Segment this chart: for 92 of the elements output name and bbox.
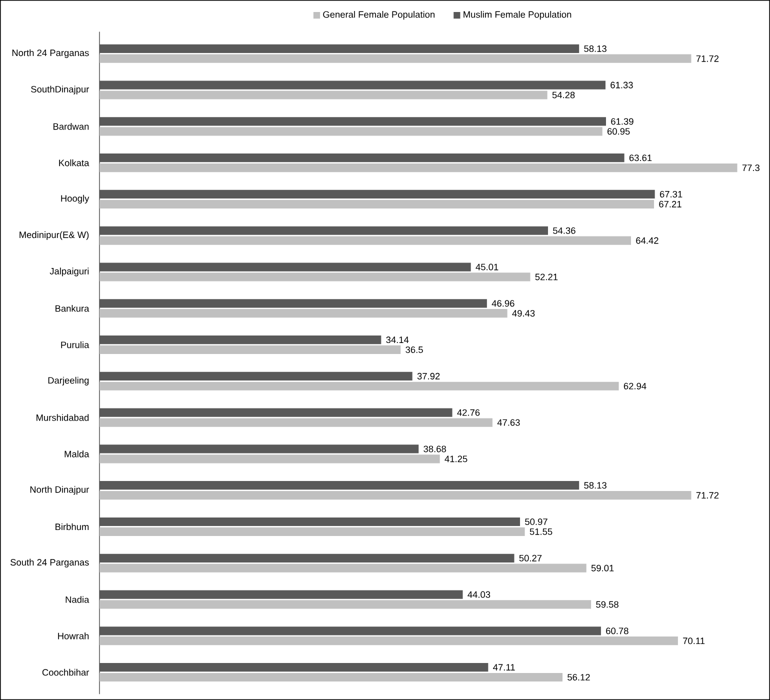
bar xyxy=(99,90,548,100)
bar xyxy=(99,372,412,380)
data-label: 41.25 xyxy=(444,456,468,462)
y-tick-label: Howrah xyxy=(58,632,89,640)
data-label: 61.39 xyxy=(611,118,634,125)
bar xyxy=(99,590,463,599)
data-label: 47.11 xyxy=(493,664,515,670)
bar xyxy=(99,236,631,245)
data-label: 45.01 xyxy=(476,264,498,270)
bar xyxy=(99,190,655,199)
data-label: 71.72 xyxy=(696,55,719,62)
data-label: 58.13 xyxy=(584,482,606,489)
y-tick-label: Birbhum xyxy=(56,523,89,530)
data-label: 60.78 xyxy=(606,628,628,634)
bar xyxy=(99,200,654,208)
bar xyxy=(99,636,678,646)
bar xyxy=(99,163,738,172)
data-label: 61.33 xyxy=(610,82,633,88)
y-tick-label: Malda xyxy=(64,450,90,458)
y-tick-label: Bankura xyxy=(56,304,90,312)
y-tick-label: North 24 Parganas xyxy=(12,49,89,58)
data-label: 54.36 xyxy=(553,227,576,234)
bar xyxy=(99,626,601,636)
bar xyxy=(99,54,692,63)
bar xyxy=(99,345,401,354)
bar xyxy=(99,262,471,272)
y-tick-label: Murshidabad xyxy=(36,414,89,421)
data-label: 36.5 xyxy=(406,346,423,353)
legend-label: General Female Population xyxy=(323,10,435,20)
data-label: 56.12 xyxy=(568,674,590,680)
bar xyxy=(99,335,382,344)
bar xyxy=(99,662,488,672)
data-label: 63.61 xyxy=(629,154,652,162)
y-tick-label: Kolkata xyxy=(59,159,90,166)
data-label: 49.43 xyxy=(512,310,535,317)
legend-label: Muslim Female Population xyxy=(464,10,572,20)
data-label: 60.95 xyxy=(608,128,630,135)
data-label: 64.42 xyxy=(636,237,658,244)
y-tick-label: Coochbihar xyxy=(42,668,90,676)
data-label: 54.28 xyxy=(552,92,575,98)
data-label: 47.63 xyxy=(497,419,520,426)
bar xyxy=(99,299,487,308)
data-label: 67.31 xyxy=(660,190,682,198)
bar xyxy=(99,309,508,318)
data-label: 51.55 xyxy=(530,528,552,535)
bar xyxy=(99,418,492,427)
bar xyxy=(99,517,520,526)
data-label: 50.97 xyxy=(525,518,548,525)
data-label: 62.94 xyxy=(624,382,646,390)
y-tick-label: Nadia xyxy=(66,596,90,603)
y-tick-label: Hoogly xyxy=(61,194,90,204)
data-label: 52.21 xyxy=(535,274,558,280)
bar xyxy=(99,154,624,162)
bar xyxy=(99,564,586,572)
bar xyxy=(99,80,606,90)
data-label: 70.11 xyxy=(683,638,705,644)
y-tick-label: Jalpaiguri xyxy=(50,268,89,276)
bar xyxy=(99,272,530,282)
y-tick-label: Purulia xyxy=(61,341,90,348)
y-tick-label: SouthDinajpur xyxy=(31,86,90,94)
bar xyxy=(99,554,514,562)
y-tick-label: Darjeeling xyxy=(48,376,89,386)
y-tick-label: South 24 Parganas xyxy=(10,558,89,568)
data-label: 42.76 xyxy=(457,409,480,416)
bar xyxy=(99,127,602,136)
bar xyxy=(99,226,548,235)
data-label: 34.14 xyxy=(386,336,409,344)
data-label: 50.27 xyxy=(519,554,542,562)
data-label: 67.21 xyxy=(659,200,682,208)
bar xyxy=(99,444,419,454)
data-label: 37.92 xyxy=(417,372,440,380)
data-label: 44.03 xyxy=(468,591,490,598)
data-label: 77.3 xyxy=(742,164,760,172)
y-tick-label: Bardwan xyxy=(53,123,89,130)
bar xyxy=(99,527,525,536)
bar xyxy=(99,117,606,126)
data-label: 59.01 xyxy=(591,564,614,572)
bar xyxy=(99,481,580,490)
data-label: 46.96 xyxy=(492,300,514,307)
bar xyxy=(99,454,440,464)
y-tick-label: Medinipur(E& W) xyxy=(20,231,89,240)
data-label: 59.58 xyxy=(596,601,618,608)
bar xyxy=(99,600,592,609)
data-label: 38.68 xyxy=(424,446,446,452)
bar xyxy=(99,490,692,500)
bar xyxy=(99,44,580,53)
bar xyxy=(99,408,452,417)
y-tick-label: North Dinajpur xyxy=(30,486,90,495)
data-label: 58.13 xyxy=(584,45,606,52)
data-label: 71.72 xyxy=(696,492,719,498)
bar xyxy=(99,672,563,682)
bar xyxy=(99,382,619,390)
